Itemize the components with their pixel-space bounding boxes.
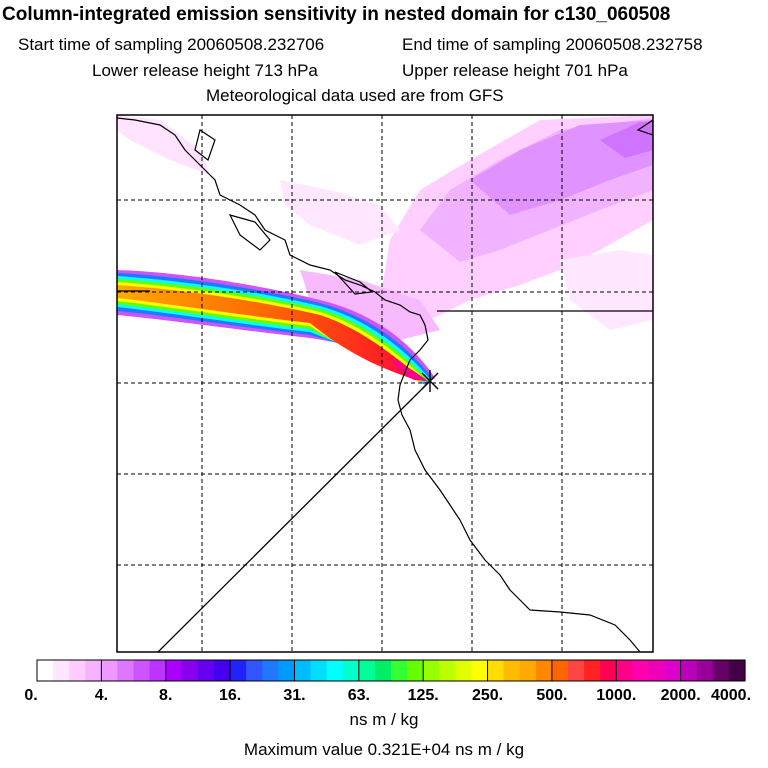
maximum-value-label: Maximum value 0.321E+04 ns m / kg [243,740,525,759]
colorbar-tick-label: 4. [95,687,108,704]
colorbar-swatch [600,660,617,681]
colorbar-tick-label: 500. [536,687,567,704]
coastline [117,117,653,652]
colorbar-tick-label: 31. [283,687,305,704]
start-time-label: Start time of sampling 20060508.232706 [18,35,325,54]
colorbar-swatch [230,660,247,681]
colorbar-tick-label: 63. [348,687,370,704]
colorbar-swatch [471,660,489,681]
colorbar-swatch [439,660,456,681]
colorbar [36,659,746,682]
low-sensitivity-field [117,115,653,340]
colorbar-swatch [101,660,119,681]
colorbar-swatch [423,660,440,681]
colorbar-swatch [696,660,714,681]
colorbar-tick-label: 125. [408,687,439,704]
release-point-marker [421,370,439,392]
chart-title: Column-integrated emission sensitivity i… [2,4,671,25]
track-lines [117,290,653,652]
colorbar-tick-label: 4000. [711,687,751,704]
colorbar-swatch [69,660,86,681]
upper-release-label: Upper release height 701 hPa [402,61,628,80]
grid-lines [117,115,653,652]
colorbar-swatch [310,660,328,681]
colorbar-swatch [37,660,54,681]
colorbar-swatch [214,660,231,681]
colorbar-swatch [197,660,215,681]
colorbar-tick-label: 250. [472,687,503,704]
colorbar-swatch [246,660,263,681]
colorbar-swatch [616,660,633,681]
colorbar-swatch [149,660,167,681]
colorbar-swatch [53,660,70,681]
colorbar-swatch [632,660,650,681]
colorbar-tick-label: 0. [24,687,37,704]
colorbar-swatch [133,660,151,681]
colorbar-swatch [391,660,408,681]
colorbar-swatch [664,660,682,681]
colorbar-frame [36,659,746,682]
colorbar-swatch [535,660,553,681]
colorbar-swatch [294,660,312,681]
colorbar-swatch [503,660,521,681]
colorbar-swatch [455,660,473,681]
colorbar-swatch [358,660,376,681]
colorbar-swatch [680,660,698,681]
colorbar-swatch [728,660,746,681]
colorbar-swatch [584,660,601,681]
lower-release-label: Lower release height 713 hPa [92,61,318,80]
colorbar-swatch [326,660,344,681]
colorbar-tick-label: 8. [159,687,172,704]
colorbar-swatch [181,660,199,681]
plot-frame [116,114,654,653]
colorbar-swatch [407,660,424,681]
colorbar-swatch [117,660,135,681]
colorbar-swatch [342,660,360,681]
colorbar-swatch [568,660,585,681]
colorbar-swatch [519,660,537,681]
plume [117,270,435,385]
colorbar-swatch [278,660,296,681]
colorbar-units-label: ns m / kg [349,710,419,729]
met-data-label: Meteorological data used are from GFS [206,86,504,105]
colorbar-swatch [262,660,279,681]
colorbar-tick-label: 2000. [661,687,701,704]
colorbar-swatch [648,660,666,681]
colorbar-ticks: 0. 4. 8. 16. 31. 63. 125. 250. 500. 1000. 2000. 400… [24,660,751,704]
colorbar-swatch [374,660,392,681]
colorbar-swatch [165,660,183,681]
colorbar-tick-label: 1000. [596,687,636,704]
colorbar-swatch [712,660,730,681]
colorbar-swatch [487,660,505,681]
colorbar-swatch [551,660,569,681]
colorbar-tick-label: 16. [219,687,241,704]
end-time-label: End time of sampling 20060508.232758 [402,35,703,54]
colorbar-swatch [85,660,102,681]
